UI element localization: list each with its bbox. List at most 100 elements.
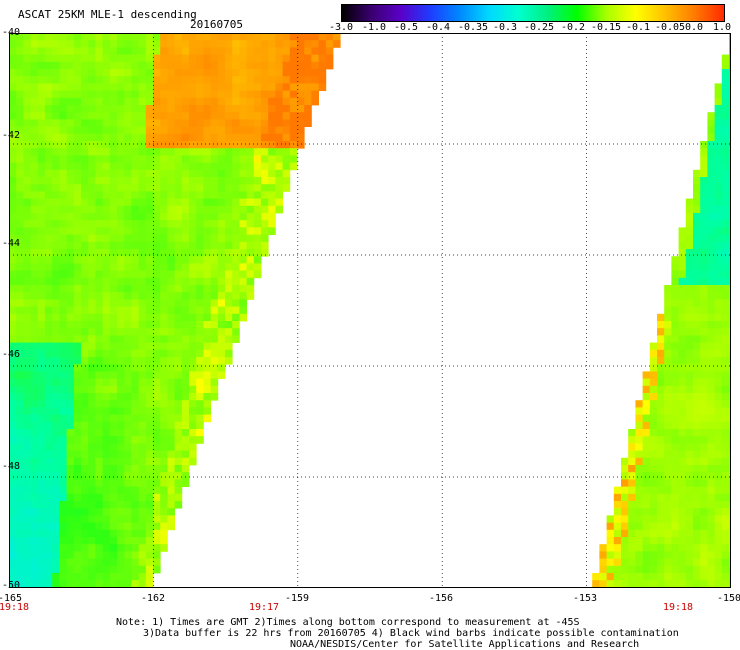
wind-cell bbox=[59, 371, 67, 379]
wind-cell bbox=[145, 220, 154, 228]
wind-cell bbox=[685, 385, 694, 394]
wind-cell bbox=[700, 565, 708, 574]
wind-cell bbox=[671, 313, 679, 322]
wind-cell bbox=[16, 493, 24, 502]
wind-cell bbox=[16, 349, 24, 358]
wind-cell bbox=[721, 90, 730, 99]
wind-cell bbox=[9, 184, 17, 192]
wind-cell bbox=[117, 141, 125, 149]
wind-cell bbox=[246, 256, 255, 264]
wind-cell bbox=[153, 97, 161, 106]
wind-cell bbox=[138, 83, 147, 91]
wind-cell bbox=[145, 328, 154, 336]
wind-cell bbox=[174, 378, 183, 387]
wind-cell bbox=[45, 529, 53, 538]
wind-cell bbox=[102, 133, 111, 142]
wind-cell bbox=[124, 551, 132, 559]
wind-cell bbox=[102, 501, 111, 509]
wind-cell bbox=[9, 227, 17, 235]
wind-cell bbox=[181, 76, 190, 84]
wind-cell bbox=[167, 213, 175, 221]
wind-cell bbox=[693, 364, 701, 372]
wind-cell bbox=[66, 371, 75, 379]
wind-cell bbox=[81, 234, 89, 243]
wind-cell bbox=[685, 537, 694, 545]
wind-cell bbox=[189, 97, 197, 106]
wind-cell bbox=[685, 493, 694, 502]
wind-cell bbox=[239, 263, 247, 271]
wind-cell bbox=[196, 342, 204, 351]
wind-cell bbox=[203, 61, 211, 70]
wind-cell bbox=[117, 385, 125, 394]
wind-cell bbox=[693, 450, 701, 459]
wind-cell bbox=[196, 349, 204, 358]
wind-cell bbox=[613, 580, 622, 588]
wind-cell bbox=[45, 105, 53, 113]
wind-cell bbox=[210, 393, 219, 401]
wind-cell bbox=[131, 436, 139, 444]
wind-cell bbox=[45, 551, 53, 559]
wind-cell bbox=[721, 148, 730, 156]
wind-cell bbox=[189, 349, 197, 358]
wind-cell bbox=[52, 162, 60, 171]
wind-cell bbox=[160, 234, 168, 243]
wind-cell bbox=[73, 407, 82, 415]
wind-cell bbox=[246, 220, 255, 228]
wind-cell bbox=[160, 306, 168, 315]
wind-cell bbox=[37, 436, 46, 444]
wind-cell bbox=[678, 385, 687, 394]
wind-cell bbox=[275, 112, 283, 120]
wind-cell bbox=[621, 580, 629, 588]
wind-cell bbox=[23, 328, 31, 336]
wind-cell bbox=[102, 105, 111, 113]
wind-cell bbox=[30, 515, 39, 523]
wind-cell bbox=[664, 328, 672, 336]
wind-cell bbox=[153, 537, 161, 545]
wind-cell bbox=[131, 263, 139, 271]
wind-cell bbox=[714, 328, 723, 336]
wind-cell bbox=[16, 508, 24, 516]
wind-cell bbox=[217, 335, 226, 343]
wind-cell bbox=[9, 479, 17, 487]
wind-cell bbox=[203, 364, 211, 372]
wind-cell bbox=[124, 292, 132, 300]
wind-cell bbox=[117, 83, 125, 91]
wind-cell bbox=[45, 234, 53, 243]
wind-cell bbox=[59, 69, 67, 77]
wind-cell bbox=[81, 573, 89, 581]
wind-cell bbox=[124, 47, 132, 55]
wind-cell bbox=[311, 76, 319, 84]
wind-cell bbox=[714, 299, 723, 307]
wind-cell bbox=[30, 407, 39, 415]
wind-cell bbox=[304, 83, 312, 91]
wind-cell bbox=[124, 205, 132, 214]
wind-cell bbox=[246, 61, 255, 70]
wind-cell bbox=[210, 270, 219, 279]
wind-cell bbox=[700, 220, 708, 228]
wind-cell bbox=[167, 501, 175, 509]
wind-cell bbox=[52, 551, 60, 559]
note-line-3: NOAA/NESDIS/Center for Satellite Applica… bbox=[290, 639, 640, 650]
wind-cell bbox=[671, 292, 679, 300]
wind-cell bbox=[671, 558, 679, 567]
wind-cell bbox=[153, 342, 161, 351]
wind-cell bbox=[153, 33, 161, 41]
wind-cell bbox=[16, 285, 24, 293]
wind-cell bbox=[37, 205, 46, 214]
wind-cell bbox=[81, 54, 89, 63]
wind-cell bbox=[275, 184, 283, 192]
wind-cell bbox=[109, 508, 118, 516]
wind-cell bbox=[714, 169, 723, 178]
wind-cell bbox=[95, 83, 103, 91]
wind-cell bbox=[52, 414, 60, 423]
wind-cell bbox=[304, 90, 312, 99]
wind-cell bbox=[73, 205, 82, 214]
wind-cell bbox=[685, 551, 694, 559]
wind-cell bbox=[45, 61, 53, 70]
wind-cell bbox=[145, 551, 154, 559]
wind-cell bbox=[210, 97, 219, 106]
wind-cell bbox=[52, 205, 60, 214]
wind-cell bbox=[23, 321, 31, 329]
wind-cell bbox=[246, 177, 255, 185]
wind-cell bbox=[714, 321, 723, 329]
